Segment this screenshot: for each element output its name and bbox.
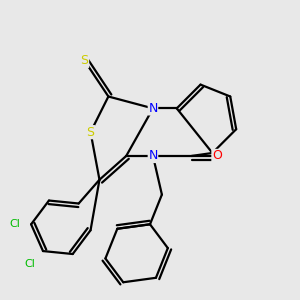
Text: S: S xyxy=(87,126,94,139)
Text: Cl: Cl xyxy=(24,260,35,269)
Text: N: N xyxy=(148,149,158,162)
Text: N: N xyxy=(148,102,158,115)
Text: Cl: Cl xyxy=(9,219,20,229)
Text: O: O xyxy=(212,149,222,162)
Text: S: S xyxy=(81,54,88,67)
